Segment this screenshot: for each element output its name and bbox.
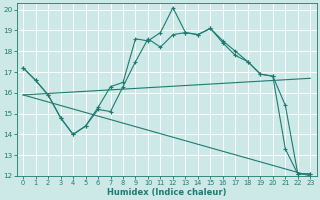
X-axis label: Humidex (Indice chaleur): Humidex (Indice chaleur) xyxy=(107,188,227,197)
